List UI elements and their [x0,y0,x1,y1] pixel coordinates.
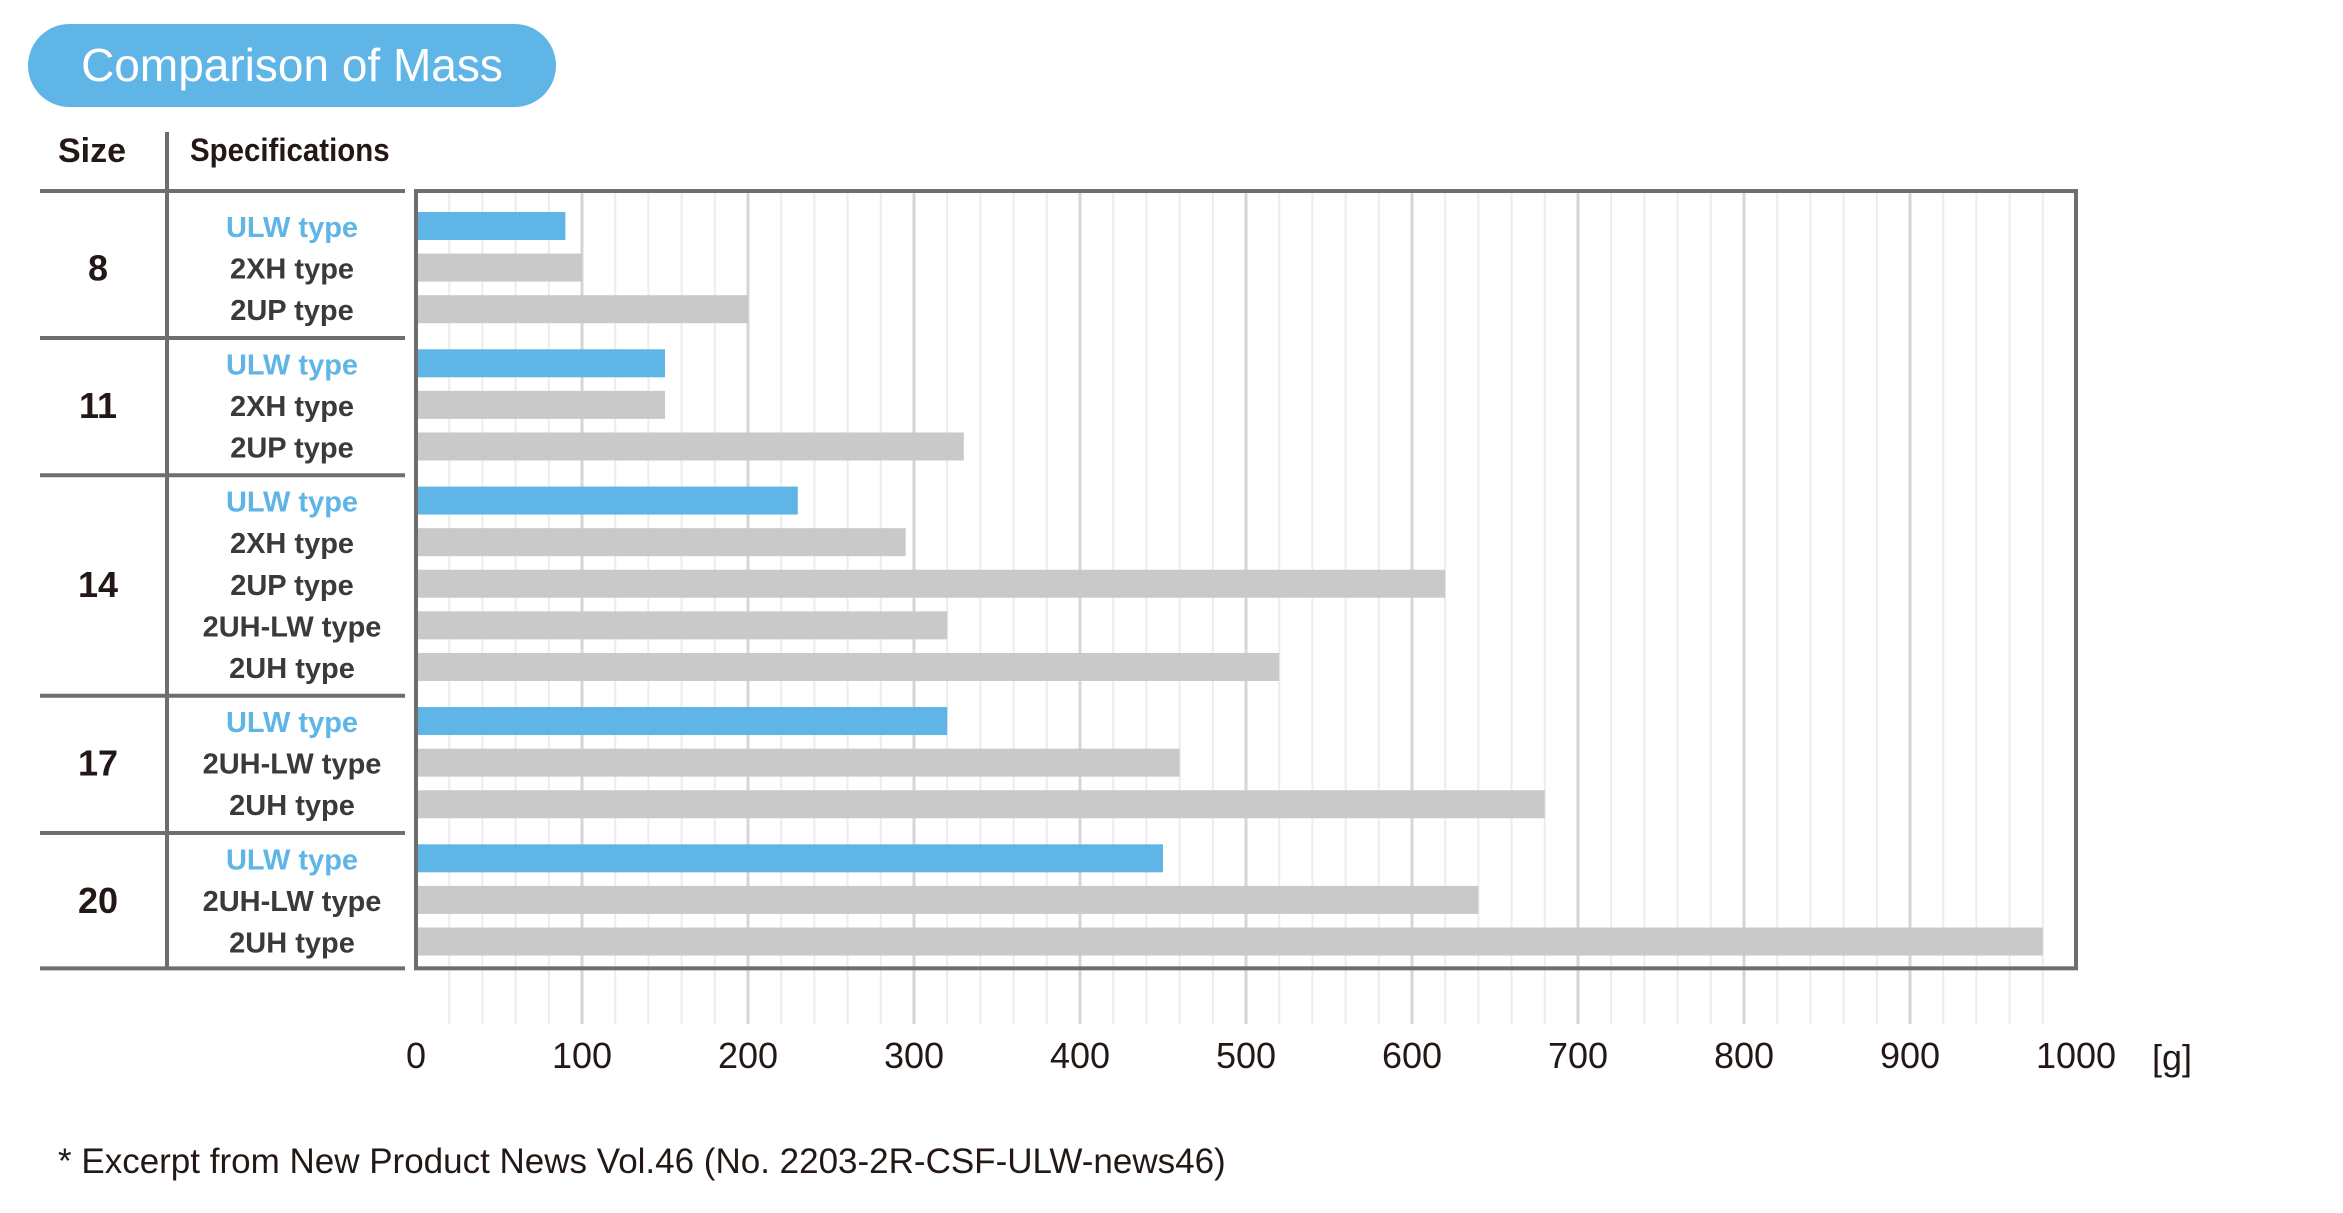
x-tick-label: 300 [884,1035,944,1076]
size-label: 8 [88,248,108,289]
spec-label: ULW type [226,212,358,244]
bar-highlight [418,844,1163,873]
bar [418,569,1446,598]
bar [418,528,906,557]
x-tick-label: 400 [1050,1035,1110,1076]
bar [418,253,582,282]
size-column-header: Size [58,132,127,170]
spec-label: 2UH type [229,790,355,822]
x-tick-label: 500 [1216,1035,1276,1076]
bar-highlight [418,486,798,515]
bar-highlight [418,349,665,378]
spec-label: ULW type [226,844,358,876]
bar [418,390,665,419]
x-axis-unit: [g] [2152,1037,2193,1078]
spec-label: 2UP type [230,432,354,464]
spec-label: 2UH type [229,653,355,685]
bar [418,432,964,461]
spec-label: 2XH type [230,391,354,423]
spec-label: 2XH type [230,528,354,560]
bar [418,885,1479,914]
size-label: 20 [78,880,118,921]
bar-highlight [418,212,566,240]
plot-frame [414,189,2078,971]
x-tick-label: 1000 [2036,1035,2116,1076]
bar [418,652,1280,681]
spec-label: 2UP type [230,295,354,327]
spec-label: 2UH-LW type [203,886,382,918]
x-tick-label: 900 [1880,1035,1940,1076]
size-label: 14 [78,564,118,605]
size-label: 17 [78,743,118,784]
bar [418,790,1545,819]
chart-title: Comparison of Mass [28,24,556,107]
bar-highlight [418,707,948,736]
bar [418,611,948,640]
x-tick-label: 100 [552,1035,612,1076]
size-label: 11 [79,385,117,426]
spec-label: 2UP type [230,570,354,602]
bar [418,748,1180,777]
spec-label: 2UH-LW type [203,749,382,781]
footnote: * Excerpt from New Product News Vol.46 (… [58,1142,1226,1181]
spec-label: ULW type [226,707,358,739]
x-tick-label: 600 [1382,1035,1442,1076]
x-tick-label: 800 [1714,1035,1774,1076]
x-tick-label: 700 [1548,1035,1608,1076]
spec-label: 2UH type [229,928,355,960]
x-tick-label: 200 [718,1035,778,1076]
spec-label: 2UH-LW type [203,611,382,643]
bar [418,927,2043,956]
x-tick-label: 0 [406,1035,426,1076]
bar [418,295,748,324]
spec-label: ULW type [226,349,358,381]
spec-label: 2XH type [230,254,354,286]
spec-label: ULW type [226,487,358,519]
specifications-column-header: Specifications [190,132,390,168]
